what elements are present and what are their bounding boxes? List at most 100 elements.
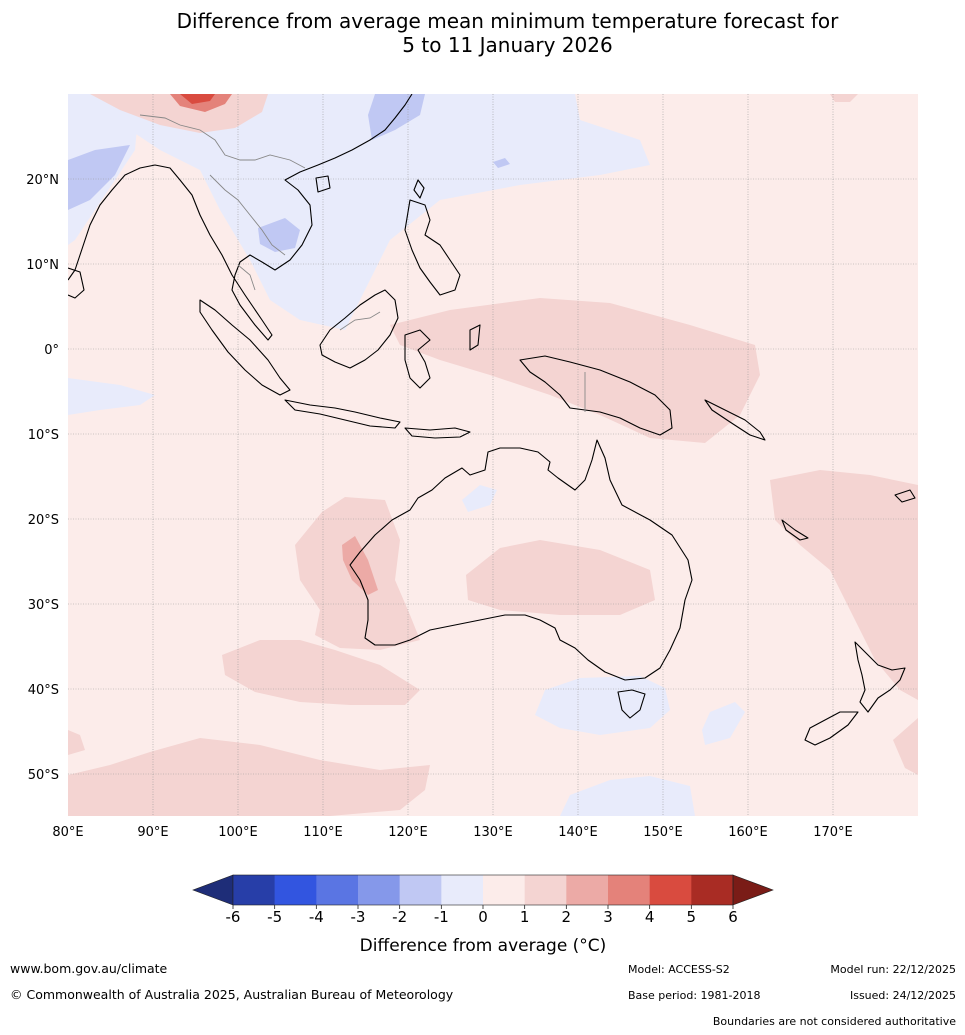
colorbar-tick-label: 1 <box>520 908 530 926</box>
colorbar-label: Difference from average (°C) <box>360 936 607 956</box>
colorbar-tick-label: 0 <box>478 908 488 926</box>
colorbar: -6 -5 -4 -3 -2 -1 0 1 2 3 4 5 6 Difference from aver… <box>192 874 774 956</box>
coastline-java <box>284 399 401 429</box>
copyright-notice: © Commonwealth of Australia 2025, Austra… <box>10 987 454 1002</box>
lat-label: 10°N <box>26 258 59 273</box>
lon-label: 90°E <box>137 825 168 840</box>
issued-date: Issued: 24/12/2025 <box>849 989 956 1002</box>
colorbar-bin <box>691 875 734 905</box>
colorbar-bin <box>316 875 359 905</box>
coastline-philippines <box>404 199 461 296</box>
boundary-indochina <box>209 174 286 256</box>
lat-label: 30°S <box>28 598 59 613</box>
cool-anomaly-cambodia <box>258 218 300 252</box>
lon-label: 80°E <box>52 825 83 840</box>
colorbar-max-arrow <box>732 874 774 906</box>
title-line-2: 5 to 11 January 2026 <box>402 33 613 57</box>
lat-label: 20°S <box>28 513 59 528</box>
lon-label: 100°E <box>218 825 258 840</box>
cool-anomaly-india <box>68 145 130 210</box>
coastlines <box>68 94 916 746</box>
coastline-borneo <box>319 289 399 369</box>
coastline-tasmania <box>617 689 646 719</box>
colorbar-bin <box>358 875 400 905</box>
title-line-1: Difference from average mean minimum tem… <box>176 9 839 33</box>
cool-anomaly-kimberley <box>462 485 497 512</box>
colorbar-bin <box>524 875 567 905</box>
colorbar-bin <box>274 875 317 905</box>
lat-label: 20°N <box>26 173 59 188</box>
colorbar-tick-label: 3 <box>603 908 613 926</box>
boundaries-disclaimer: Boundaries are not considered authoritat… <box>712 1015 956 1028</box>
colorbar-tick-label: -3 <box>351 908 366 926</box>
coastline-new-caledonia <box>781 519 809 541</box>
colorbar-tick-label: 2 <box>562 908 572 926</box>
coastline-sumatra <box>199 299 291 396</box>
lon-label: 110°E <box>303 825 343 840</box>
cool-anomaly-taiwan-strait <box>368 94 425 140</box>
colorbar-tick-label: -5 <box>267 908 282 926</box>
boundary-borneo <box>339 311 381 331</box>
warm-anomaly-tibet-peak <box>180 94 215 104</box>
colorbar-tick-label: 6 <box>728 908 738 926</box>
warm-anomaly-central-australia <box>466 540 655 615</box>
colorbar-bin <box>608 875 650 905</box>
colorbar-tick-label: 5 <box>687 908 697 926</box>
lon-label: 170°E <box>813 825 853 840</box>
coastline-mainland-asia <box>68 94 413 341</box>
boundary-china-south <box>139 114 306 169</box>
model-run-date: Model run: 22/12/2025 <box>830 963 956 976</box>
boundary-thai-malay <box>237 264 256 291</box>
model-name: Model: ACCESS-S2 <box>628 963 730 976</box>
map-title: Difference from average mean minimum tem… <box>0 9 965 57</box>
coastline-lesser-sunda <box>404 427 471 439</box>
coastline-sri-lanka <box>68 267 85 299</box>
lon-label: 160°E <box>728 825 768 840</box>
coastline-new-zealand-south <box>804 711 859 746</box>
colorbar-bin <box>483 875 525 905</box>
coastline-new-guinea <box>519 355 673 436</box>
cool-anomaly-tasman <box>702 702 745 745</box>
base-period: Base period: 1981-2018 <box>628 989 761 1002</box>
gridlines <box>68 94 918 816</box>
colorbar-bin <box>566 875 609 905</box>
warm-anomaly-tasman-sea <box>770 470 918 700</box>
warm-anomaly-southern-band <box>68 738 430 816</box>
coastline-new-zealand-north <box>854 641 906 713</box>
colorbar-tick-label: -2 <box>392 908 407 926</box>
lon-label: 140°E <box>558 825 598 840</box>
cool-anomaly-south-china-sea <box>110 94 650 330</box>
colorbar-bin <box>649 875 692 905</box>
lat-label: 10°S <box>28 428 59 443</box>
anomaly-fields <box>68 94 918 816</box>
colorbar-bin <box>399 875 442 905</box>
national-boundaries <box>139 114 586 412</box>
cool-anomaly-southern-ocean <box>560 776 695 816</box>
warm-anomaly-se-corner <box>893 718 918 775</box>
coastline-taiwan <box>413 179 425 199</box>
website-url[interactable]: www.bom.gov.au/climate <box>10 961 168 976</box>
colorbar-tick-label: -6 <box>226 908 241 926</box>
lat-label: 0° <box>44 343 59 358</box>
coastline-halmahera <box>469 324 481 351</box>
coastline-australia <box>349 439 693 681</box>
coastline-sulawesi <box>404 329 431 389</box>
lon-label: 120°E <box>388 825 428 840</box>
coastline-hainan <box>315 175 331 193</box>
warm-anomaly-north-pacific <box>830 94 858 102</box>
coastline-solomon-islands <box>704 399 766 441</box>
warm-anomaly-west-edge <box>68 730 85 755</box>
lat-label: 40°S <box>28 683 59 698</box>
colorbar-tick-label: -4 <box>309 908 324 926</box>
lat-label: 50°S <box>28 768 59 783</box>
warm-anomaly-shark-bay <box>342 536 378 595</box>
coastline-fiji <box>894 489 916 503</box>
colorbar-tick-label: 4 <box>645 908 655 926</box>
lon-label: 130°E <box>473 825 513 840</box>
colorbar-min-arrow <box>192 874 234 906</box>
colorbar-tick-label: -1 <box>434 908 449 926</box>
colorbar-bin <box>441 875 484 905</box>
colorbar-bin <box>233 875 275 905</box>
lon-label: 150°E <box>643 825 683 840</box>
